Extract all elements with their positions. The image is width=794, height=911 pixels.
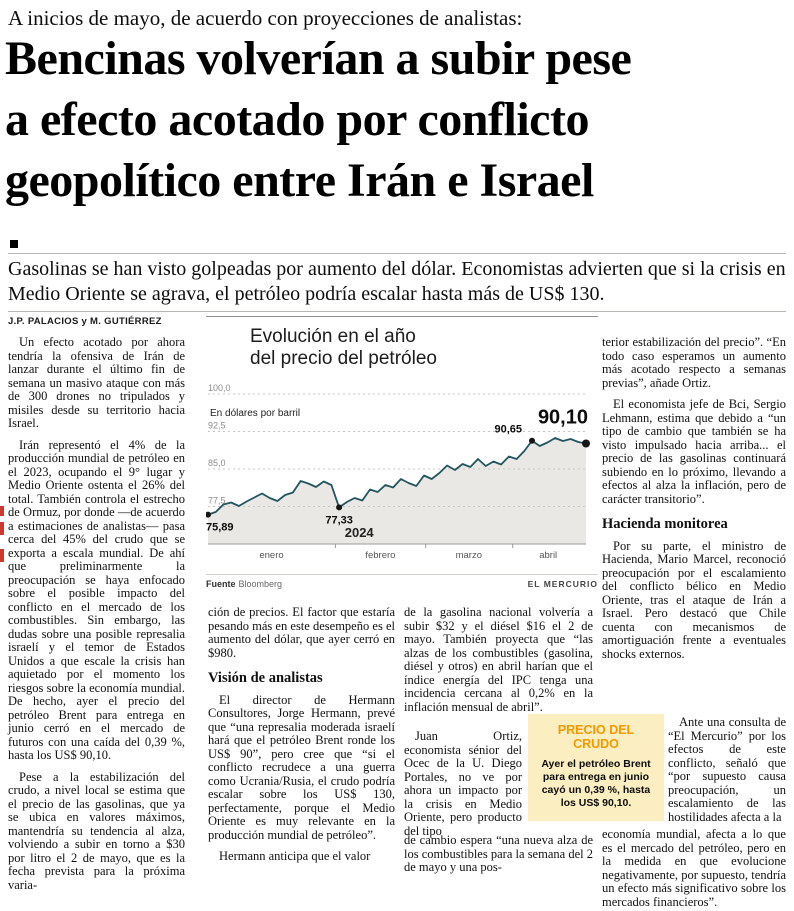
- body-column-3-narrow: Juan Ortiz, economista sénior del Ocec d…: [404, 729, 522, 846]
- svg-text:100,0: 100,0: [208, 383, 231, 393]
- byline: J.P. PALACIOS y M. GUTIÉRREZ: [8, 316, 162, 327]
- paragraph: ción de precios. El factor que estaría p…: [208, 605, 395, 660]
- subhead-vision-de-analistas: Visión de analistas: [208, 670, 323, 686]
- svg-text:85,0: 85,0: [208, 458, 226, 468]
- paragraph: terior estabilización del precio”. “En t…: [602, 335, 786, 390]
- paragraph: El director de Hermann Consultores, Jorg…: [208, 692, 395, 842]
- paragraph: Pese a la estabilización del crudo, a ni…: [8, 769, 185, 892]
- paragraph: de cambio espera “una nueva alza de los …: [404, 833, 593, 874]
- lede: Gasolinas se han visto golpeadas por aum…: [8, 258, 786, 305]
- body-column-4: terior estabilización del precio”. “En t…: [602, 335, 786, 669]
- svg-text:90,65: 90,65: [494, 424, 522, 436]
- section-bullet-square: [10, 240, 18, 248]
- paragraph: Juan Ortiz, economista sénior del Ocec d…: [404, 729, 522, 838]
- chart-footer: Fuente Bloomberg EL MERCURIO: [206, 574, 598, 589]
- crude-price-highlight-box: PRECIO DEL CRUDO Ayer el petróleo Brent …: [528, 714, 664, 821]
- svg-text:marzo: marzo: [456, 550, 482, 561]
- svg-text:enero: enero: [259, 550, 283, 561]
- paragraph: Ante una consulta de “El Mercurio” por l…: [668, 715, 786, 824]
- margin-mark-red: [0, 522, 4, 535]
- headline-line-2: a efecto acotado por conflicto: [5, 93, 589, 146]
- headline-line-3: geopolítico entre Irán e Israel: [5, 154, 594, 207]
- chart-source: Fuente Bloomberg: [206, 579, 283, 589]
- headline: Bencinas volverían a subir pese a efecto…: [5, 28, 785, 211]
- body-column-2: ción de precios. El factor que estaría p…: [208, 605, 395, 872]
- highlight-box-title: PRECIO DEL CRUDO: [557, 723, 635, 751]
- paragraph: economía mundial, afecta a lo que es el …: [602, 827, 786, 909]
- paragraph: El economista jefe de Bci, Sergio Lehman…: [602, 397, 786, 506]
- svg-text:2024: 2024: [345, 525, 375, 540]
- paragraph: Hermann anticipa que el valor: [219, 849, 371, 863]
- body-column-4-tail: economía mundial, afecta a lo que es el …: [602, 827, 786, 911]
- svg-text:77,5: 77,5: [208, 496, 226, 506]
- margin-mark-red: [0, 506, 4, 516]
- paragraph: Un efecto acotado por ahora tendría la o…: [8, 335, 185, 430]
- subhead-hacienda-monitorea: Hacienda monitorea: [602, 516, 728, 532]
- divider-rule-top: [8, 253, 786, 254]
- svg-text:92,5: 92,5: [208, 421, 226, 431]
- chart-canvas: 100,0 92,5 85,0 77,5 enero febrero marzo abril 2…: [205, 380, 598, 571]
- oil-price-line-chart: 100,0 92,5 85,0 77,5 enero febrero marzo abril 2…: [205, 383, 590, 561]
- headline-line-1: Bencinas volverían a subir pese: [5, 32, 632, 85]
- oil-price-chart: Evolución en el año del precio del petró…: [205, 316, 598, 589]
- svg-text:En dólares por barril: En dólares por barril: [210, 408, 300, 419]
- body-column-1: Un efecto acotado por ahora tendría la o…: [8, 335, 185, 900]
- body-column-3-tail: de cambio espera “una nueva alza de los …: [404, 833, 593, 883]
- paragraph: Irán representó el 4% de la producción m…: [8, 437, 185, 762]
- margin-mark-red: [0, 549, 4, 562]
- paragraph: de la gasolina nacional volvería a subir…: [404, 605, 593, 714]
- kicker: A inicios de mayo, de acuerdo con proyec…: [8, 6, 523, 30]
- svg-text:febrero: febrero: [365, 550, 395, 561]
- body-column-4-narrow: Ante una consulta de “El Mercurio” por l…: [668, 715, 786, 832]
- paragraph: Por su parte, el ministro de Hacienda, M…: [602, 538, 786, 661]
- highlight-box-body: Ayer el petróleo Brent para entrega en j…: [541, 758, 651, 809]
- chart-credit: EL MERCURIO: [527, 579, 598, 589]
- divider-rule-byline: [8, 311, 786, 312]
- svg-text:90,10: 90,10: [538, 407, 588, 429]
- svg-text:abril: abril: [539, 550, 557, 561]
- svg-text:77,33: 77,33: [325, 514, 353, 526]
- chart-title: Evolución en el año del precio del petró…: [250, 326, 437, 369]
- svg-text:75,89: 75,89: [206, 522, 234, 534]
- body-column-3: de la gasolina nacional volvería a subir…: [404, 605, 593, 722]
